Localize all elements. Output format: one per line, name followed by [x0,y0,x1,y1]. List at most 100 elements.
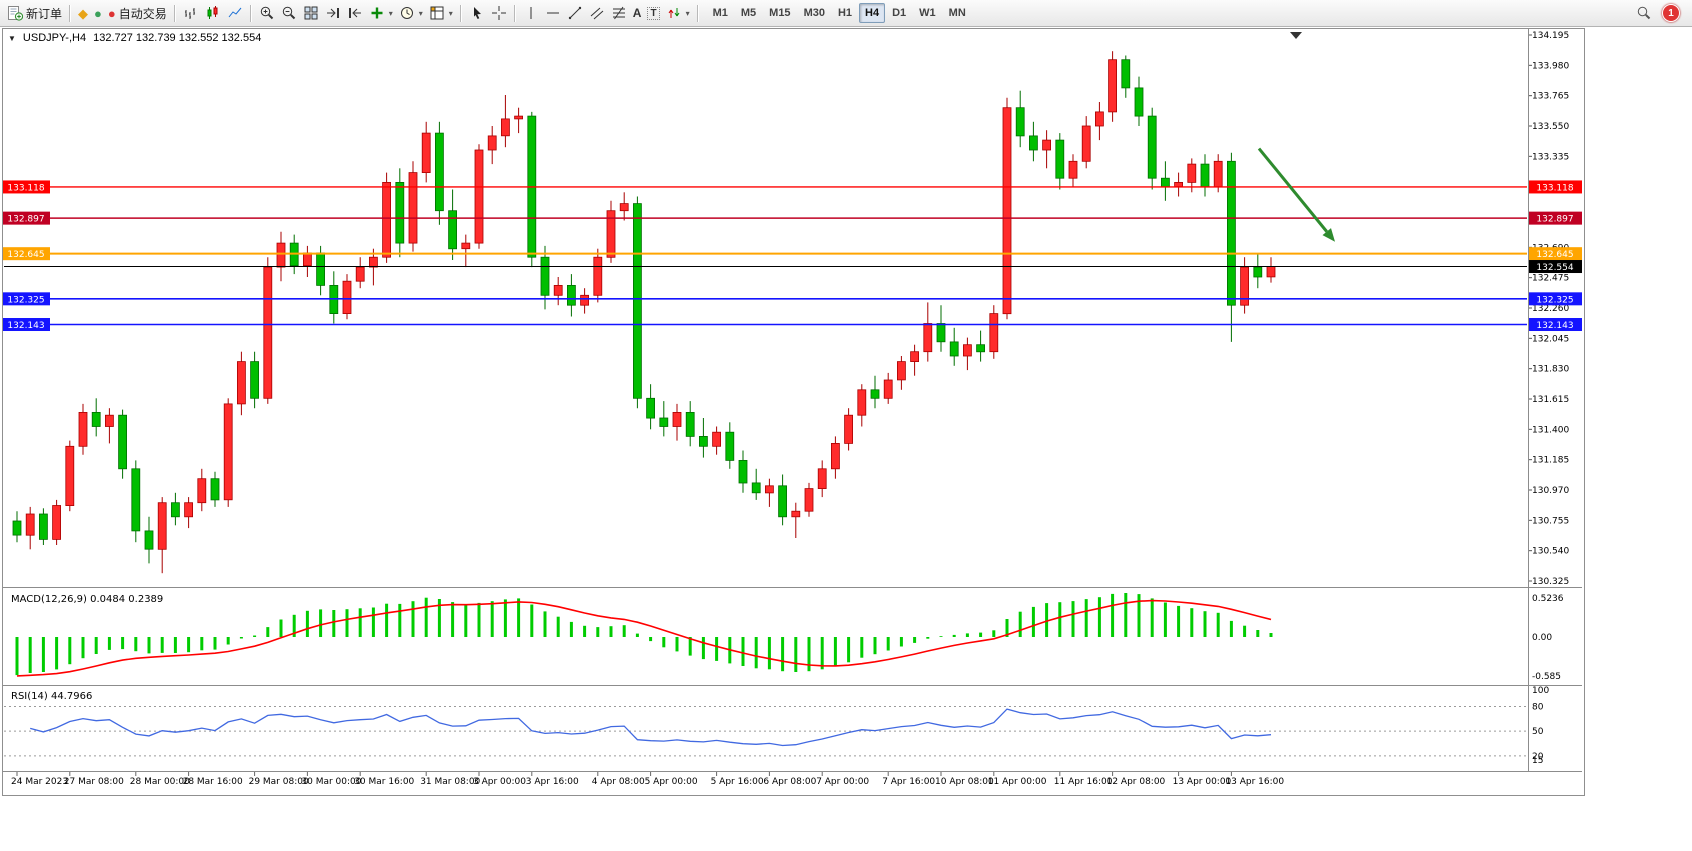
trendline-button[interactable] [564,2,586,24]
toolbar-separator [696,4,699,22]
bar-chart-button[interactable] [180,2,202,24]
horizontal-lines-layer[interactable]: 133.118 133.118 132.897 132.897 132.645 132.6… [3,180,1582,332]
market-button[interactable]: ◆ [75,2,91,24]
chart-canvas[interactable]: 134.195 133.980 133.765 133.550 133.335 133.1… [3,29,1582,793]
svg-text:132.897: 132.897 [7,215,44,225]
chart-header: ▼ USDJPY-,H4 132.727 132.739 132.552 132… [8,32,261,44]
codebase-button[interactable]: ● [91,2,105,24]
crosshair-button[interactable] [488,2,510,24]
timeframe-toolbar: M1 M5 M15 M30 H1 H4 D1 W1 MN [707,3,972,23]
svg-text:3 Apr 16:00: 3 Apr 16:00 [526,777,579,787]
horizontal-line-icon [546,12,559,14]
svg-text:20: 20 [1532,752,1544,762]
timeframe-button-m15[interactable]: M15 [769,7,791,19]
line-chart-button[interactable] [224,2,246,24]
svg-text:131.830: 131.830 [1532,365,1569,375]
market-icon: ◆ [78,5,89,21]
svg-text:100: 100 [1532,686,1549,696]
search-icon[interactable] [1636,5,1652,21]
notification-badge[interactable]: 1 [1662,4,1680,22]
svg-text:131.400: 131.400 [1532,425,1569,435]
periods-button[interactable]: ▾ [396,2,426,24]
svg-text:24 Mar 2023: 24 Mar 2023 [11,777,68,787]
chart-ohlc-label: 132.727 132.739 132.552 132.554 [93,32,262,44]
svg-text:132.325: 132.325 [1536,295,1573,305]
timeframe-button-h4[interactable]: H4 [859,3,886,23]
auto-scroll-icon [326,8,339,18]
svg-text:50: 50 [1532,727,1544,737]
svg-text:134.195: 134.195 [1532,31,1569,41]
svg-text:130.325: 130.325 [1532,577,1569,587]
text-label-button[interactable]: T [644,2,662,24]
timeframe-button-m5[interactable]: M5 [740,7,757,19]
svg-text:MACD(12,26,9) 0.0484 0.2389: MACD(12,26,9) 0.0484 0.2389 [11,594,163,605]
svg-text:132.325: 132.325 [7,295,44,305]
timeframe-button-h1[interactable]: H1 [837,7,853,19]
auto-scroll-button[interactable] [322,2,344,24]
zoom-in-button[interactable] [256,2,278,24]
svg-text:132.645: 132.645 [7,250,44,260]
candlestick-chart-icon [207,6,218,19]
svg-text:10 Apr 08:00: 10 Apr 08:00 [935,777,994,787]
text-button[interactable]: A [630,2,645,24]
svg-text:28 Mar 16:00: 28 Mar 16:00 [183,777,243,787]
chart-shift-button[interactable] [344,2,366,24]
zoom-out-icon [282,6,295,20]
arrows-button[interactable]: ▾ [663,2,693,24]
templates-button[interactable]: ▾ [426,2,456,24]
svg-text:7 Apr 00:00: 7 Apr 00:00 [816,777,869,787]
svg-text:0.5236: 0.5236 [1532,594,1564,604]
new-order-icon [8,6,23,21]
svg-text:29 Mar 08:00: 29 Mar 08:00 [249,777,309,787]
arrows-icon [668,8,679,18]
channel-button[interactable] [586,2,608,24]
timeframe-button-d1[interactable]: D1 [892,7,907,19]
toolbar-separator [249,4,252,22]
autotrading-button[interactable]: ● 自动交易 [105,2,170,24]
svg-text:130.540: 130.540 [1532,547,1569,557]
svg-text:31 Mar 08:00: 31 Mar 08:00 [420,777,480,787]
tile-windows-button[interactable] [300,2,322,24]
svg-text:5 Apr 16:00: 5 Apr 16:00 [711,777,764,787]
vertical-line-button[interactable] [520,2,542,24]
cursor-button[interactable] [466,2,488,24]
svg-text:7 Apr 16:00: 7 Apr 16:00 [882,777,935,787]
text-label-icon: T [647,6,660,20]
svg-text:133.335: 133.335 [1532,152,1569,162]
chevron-down-icon: ▾ [685,8,690,18]
toolbar-separator [173,4,176,22]
pane-frame [3,29,1582,772]
zoom-out-button[interactable] [278,2,300,24]
svg-text:133.118: 133.118 [7,183,44,193]
crosshair-icon [491,6,506,20]
trendline-icon [568,6,581,20]
collapse-arrow-icon[interactable]: ▼ [8,33,16,43]
candles-layer [12,51,1276,574]
chart-window: ▼ USDJPY-,H4 132.727 132.739 132.552 132… [2,28,1585,796]
trend-arrow[interactable] [1257,147,1335,242]
horizontal-line-button[interactable] [542,2,564,24]
svg-text:131.615: 131.615 [1532,395,1569,405]
timeframe-button-m1[interactable]: M1 [712,7,728,19]
indicators-button[interactable]: ▾ [366,2,396,24]
line-chart-icon [228,7,242,18]
svg-text:130.970: 130.970 [1532,486,1569,496]
chevron-down-icon: ▾ [418,8,423,18]
svg-text:12 Apr 08:00: 12 Apr 08:00 [1107,777,1166,787]
timeframe-button-mn[interactable]: MN [948,7,966,19]
timeframe-button-m30[interactable]: M30 [803,7,825,19]
svg-text:27 Mar 08:00: 27 Mar 08:00 [64,777,124,787]
main-toolbar: 新订单 ◆ ● ● 自动交易 [0,0,1692,27]
shift-marker-icon [1290,32,1302,39]
svg-text:132.554: 132.554 [1536,263,1573,273]
autotrading-icon: ● [107,5,116,21]
svg-text:132.897: 132.897 [1536,215,1573,225]
fibonacci-icon [612,6,625,20]
candlestick-chart-button[interactable] [202,2,224,24]
price-axis[interactable]: 134.195133.980133.765133.550133.335133.1… [1529,31,1569,587]
timeframe-button-w1[interactable]: W1 [919,7,936,19]
fibonacci-button[interactable] [608,2,630,24]
new-order-button[interactable]: 新订单 [4,2,65,24]
